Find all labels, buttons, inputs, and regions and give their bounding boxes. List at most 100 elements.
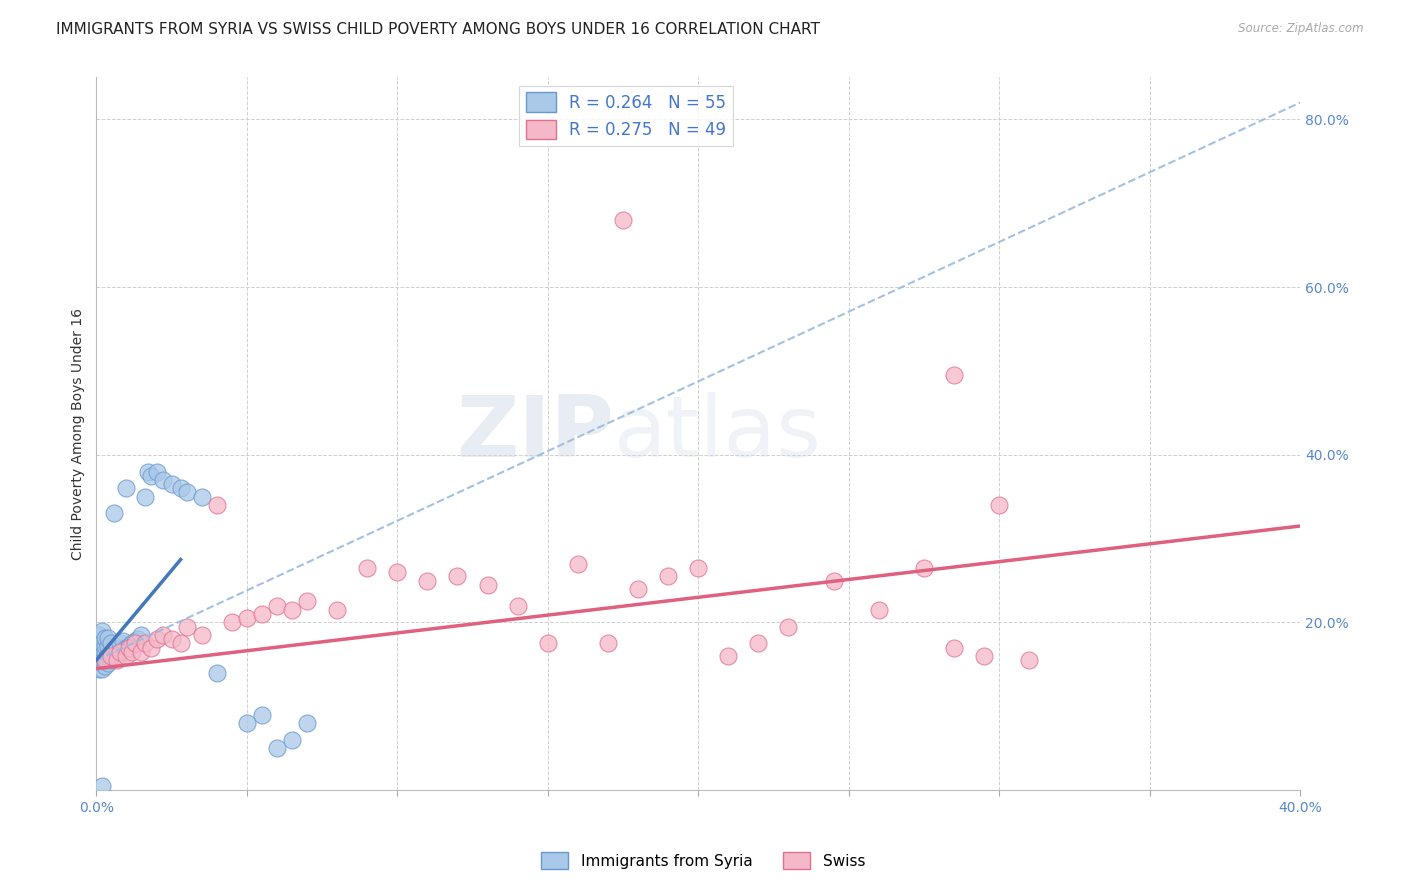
Point <box>107 640 129 655</box>
Point <box>97 656 120 670</box>
Point <box>387 565 409 579</box>
Point <box>103 650 125 665</box>
Text: IMMIGRANTS FROM SYRIA VS SWISS CHILD POVERTY AMONG BOYS UNDER 16 CORRELATION CHA: IMMIGRANTS FROM SYRIA VS SWISS CHILD POV… <box>56 22 820 37</box>
Point <box>94 631 117 645</box>
Point <box>236 611 259 625</box>
Point <box>103 507 125 521</box>
Point <box>778 620 800 634</box>
Point <box>121 645 143 659</box>
Point <box>973 648 995 663</box>
Point <box>127 632 149 647</box>
Point <box>121 636 143 650</box>
Point <box>94 639 117 653</box>
Point <box>91 779 114 793</box>
Point <box>97 648 120 662</box>
Point <box>281 603 304 617</box>
Point <box>176 485 198 500</box>
Point <box>134 490 156 504</box>
Point <box>266 599 288 613</box>
Text: Source: ZipAtlas.com: Source: ZipAtlas.com <box>1239 22 1364 36</box>
Point <box>94 645 117 659</box>
Point <box>89 662 111 676</box>
Point <box>91 636 114 650</box>
Point <box>145 632 167 647</box>
Text: ZIP: ZIP <box>456 392 614 475</box>
Point <box>94 659 117 673</box>
Point <box>988 498 1011 512</box>
Point <box>100 636 122 650</box>
Point <box>89 653 111 667</box>
Point <box>190 628 212 642</box>
Point <box>537 636 560 650</box>
Point <box>446 569 468 583</box>
Point <box>112 642 135 657</box>
Point <box>110 645 132 659</box>
Point <box>169 481 191 495</box>
Point <box>250 707 273 722</box>
Point <box>176 620 198 634</box>
Point <box>160 477 183 491</box>
Point <box>281 732 304 747</box>
Point <box>100 648 122 663</box>
Point <box>91 624 114 638</box>
Point <box>236 716 259 731</box>
Point <box>326 603 349 617</box>
Point <box>477 578 499 592</box>
Point <box>823 574 845 588</box>
Point <box>124 636 146 650</box>
Point <box>567 557 589 571</box>
Point <box>250 607 273 621</box>
Point <box>124 633 146 648</box>
Point <box>266 741 288 756</box>
Point <box>627 582 650 596</box>
Point <box>112 633 135 648</box>
Point <box>943 368 966 383</box>
Point <box>115 640 138 655</box>
Point <box>221 615 243 630</box>
Point <box>139 468 162 483</box>
Point <box>943 640 966 655</box>
Point <box>103 642 125 657</box>
Point <box>747 636 769 650</box>
Point <box>169 636 191 650</box>
Legend: Immigrants from Syria, Swiss: Immigrants from Syria, Swiss <box>534 846 872 875</box>
Point <box>89 640 111 655</box>
Point <box>688 561 710 575</box>
Point <box>868 603 890 617</box>
Point <box>416 574 439 588</box>
Point <box>91 662 114 676</box>
Point <box>89 648 111 663</box>
Legend: R = 0.264   N = 55, R = 0.275   N = 49: R = 0.264 N = 55, R = 0.275 N = 49 <box>519 86 733 146</box>
Point <box>100 645 122 659</box>
Point <box>190 490 212 504</box>
Point <box>100 653 122 667</box>
Point <box>152 473 174 487</box>
Point <box>97 639 120 653</box>
Point <box>91 653 114 667</box>
Point <box>134 636 156 650</box>
Point <box>94 650 117 665</box>
Point <box>131 628 153 642</box>
Text: atlas: atlas <box>614 392 823 475</box>
Point <box>115 481 138 495</box>
Point <box>110 636 132 650</box>
Point <box>94 653 117 667</box>
Point <box>657 569 679 583</box>
Point <box>118 640 141 655</box>
Point <box>1018 653 1040 667</box>
Point <box>612 213 634 227</box>
Point <box>205 498 228 512</box>
Point <box>115 648 138 663</box>
Point <box>717 648 740 663</box>
Point <box>136 465 159 479</box>
Point <box>145 465 167 479</box>
Point <box>912 561 935 575</box>
Point <box>97 631 120 645</box>
Point <box>110 645 132 659</box>
Point <box>89 628 111 642</box>
Point <box>107 653 129 667</box>
Point <box>356 561 378 575</box>
Y-axis label: Child Poverty Among Boys Under 16: Child Poverty Among Boys Under 16 <box>72 308 86 560</box>
Point <box>131 645 153 659</box>
Point <box>107 648 129 663</box>
